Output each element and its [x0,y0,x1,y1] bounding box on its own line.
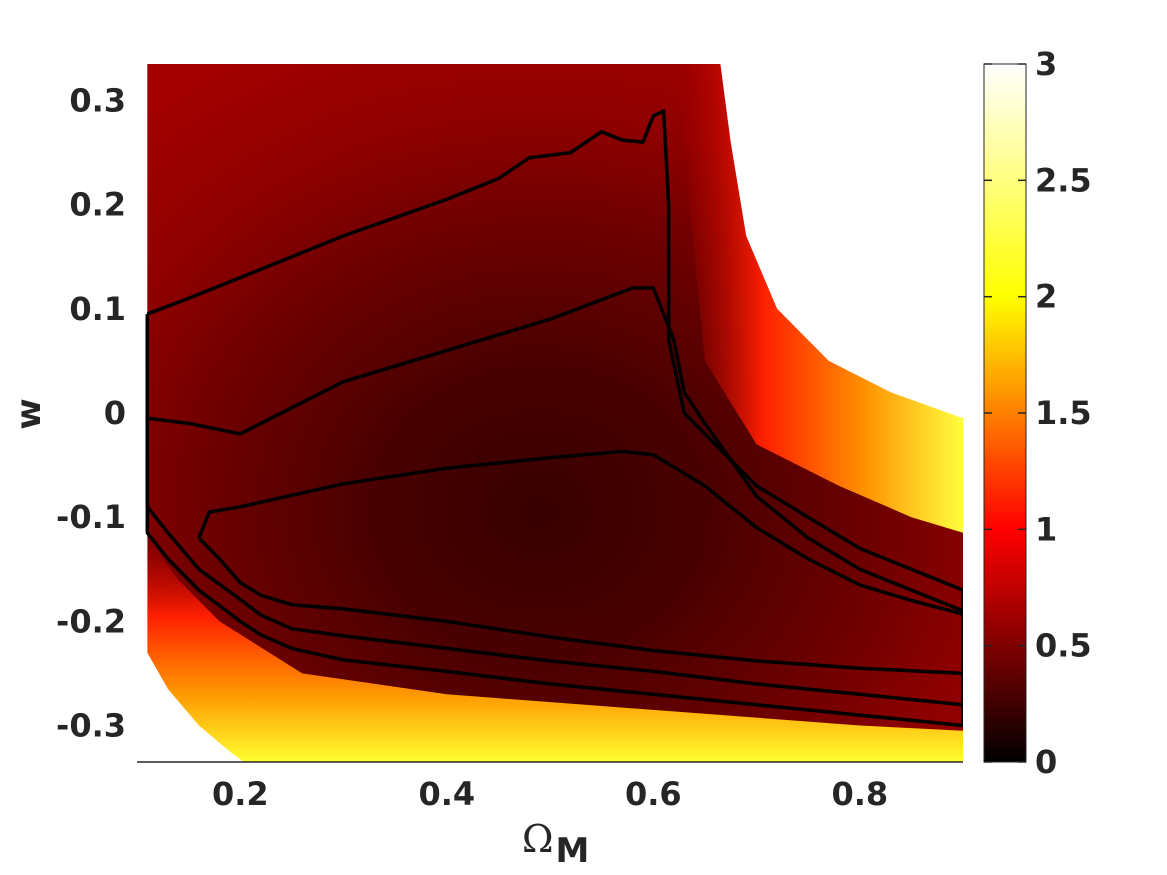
contour-line-outer [145,109,963,728]
colorbar-tick-label: 0 [1035,743,1057,781]
contour-lines [145,109,963,728]
no-data-region-top-right [720,64,963,419]
y-tick-label: -0.2 [56,602,126,640]
plot-area [137,64,963,762]
x-tick-labels: 0.2 0.4 0.6 0.8 [212,775,888,813]
colorbar-tick-label: 2.5 [1035,161,1092,199]
contour-line-inner [197,449,963,676]
colorbar-tick-label: 3 [1035,45,1057,83]
x-tick-label: 0.6 [625,775,682,813]
x-axis-label-subscript: M [556,831,590,871]
y-tick-label: 0.1 [69,290,126,328]
y-tick-label: 0 [104,394,126,432]
contour-line-middle [145,286,963,707]
x-axis-label: ΩM [522,817,589,871]
y-tick-label: -0.3 [56,707,126,745]
colorbar: 0 0.5 1 1.5 2 2.5 3 [983,45,1092,781]
no-data-region-bottom-left [137,538,244,762]
colorbar-ticks: 0 0.5 1 1.5 2 2.5 3 [984,45,1092,781]
x-tick-label: 0.8 [831,775,888,813]
colorbar-tick-label: 1 [1035,510,1057,548]
y-tick-label: 0.3 [69,82,126,120]
y-tick-labels: 0.3 0.2 0.1 0 -0.1 -0.2 -0.3 [56,82,126,745]
colorbar-tick-label: 1.5 [1035,394,1092,432]
heat-band-bottom [147,538,963,762]
x-tick-label: 0.4 [418,775,475,813]
y-tick-label: 0.2 [69,186,126,224]
x-tick-label: 0.2 [212,775,269,813]
y-tick-label: -0.1 [56,498,126,536]
colorbar-tick-label: 0.5 [1035,627,1092,665]
colorbar-tick-label: 2 [1035,278,1057,316]
y-axis-label: w [9,398,49,429]
